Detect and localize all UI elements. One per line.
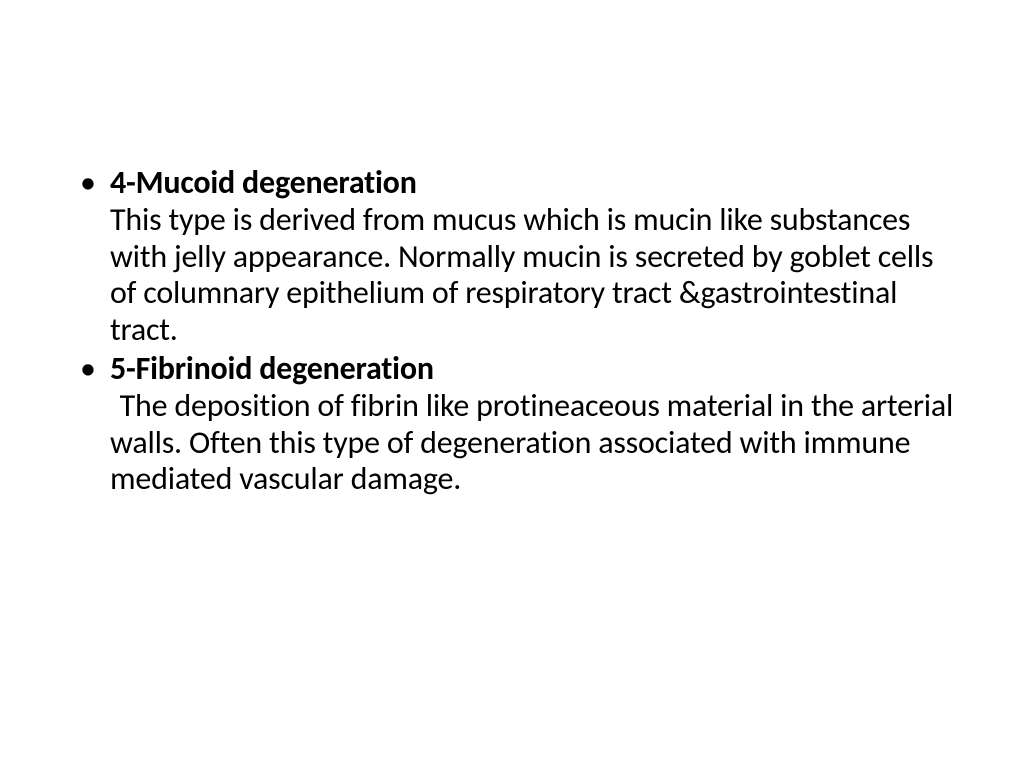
- item-heading: 4-Mucoid degeneration: [110, 165, 954, 202]
- list-item: 4-Mucoid degeneration: [70, 165, 954, 202]
- slide-content: 4-Mucoid degeneration This type is deriv…: [0, 0, 1024, 768]
- item-body: This type is derived from mucus which is…: [70, 202, 954, 349]
- list-item: 5-Fibrinoid degeneration: [70, 351, 954, 388]
- bullet-list: 4-Mucoid degeneration This type is deriv…: [70, 165, 954, 498]
- item-heading: 5-Fibrinoid degeneration: [110, 351, 954, 388]
- item-body: The deposition of fibrin like protineace…: [70, 388, 954, 498]
